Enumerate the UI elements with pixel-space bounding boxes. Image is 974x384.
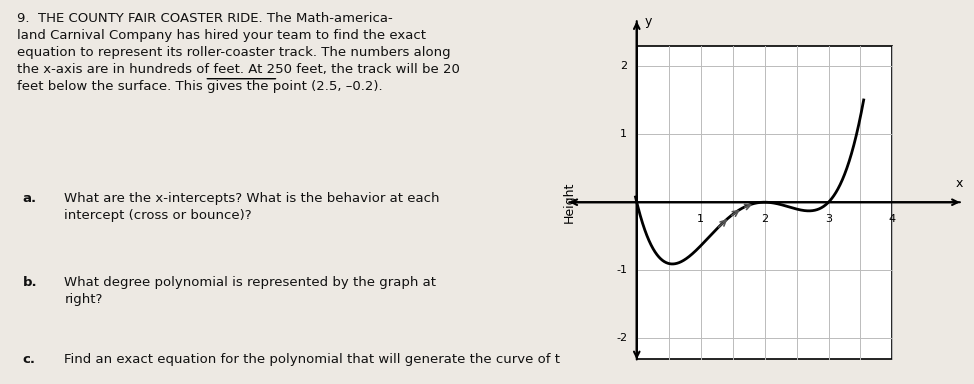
Text: a.: a. bbox=[22, 192, 37, 205]
Text: -1: -1 bbox=[617, 265, 627, 275]
Text: 2: 2 bbox=[620, 61, 627, 71]
Text: What degree polynomial is represented by the graph at
right?: What degree polynomial is represented by… bbox=[64, 276, 436, 306]
Text: y: y bbox=[645, 15, 652, 28]
Text: 1: 1 bbox=[620, 129, 627, 139]
Text: 2: 2 bbox=[761, 215, 768, 225]
Text: 1: 1 bbox=[697, 215, 704, 225]
Text: Height: Height bbox=[563, 182, 577, 223]
Text: 4: 4 bbox=[889, 215, 896, 225]
Text: 3: 3 bbox=[825, 215, 832, 225]
Polygon shape bbox=[637, 46, 892, 359]
Text: b.: b. bbox=[22, 276, 37, 290]
Text: c.: c. bbox=[22, 353, 35, 366]
Text: 9.  THE COUNTY FAIR COASTER RIDE. The Math-america-
land Carnival Company has hi: 9. THE COUNTY FAIR COASTER RIDE. The Mat… bbox=[17, 12, 460, 93]
Text: Find an exact equation for the polynomial that will generate the curve of the tr: Find an exact equation for the polynomia… bbox=[64, 353, 619, 366]
Text: x: x bbox=[955, 177, 963, 190]
Text: What are the x-intercepts? What is the behavior at each
intercept (cross or boun: What are the x-intercepts? What is the b… bbox=[64, 192, 440, 222]
Text: -2: -2 bbox=[616, 333, 627, 343]
